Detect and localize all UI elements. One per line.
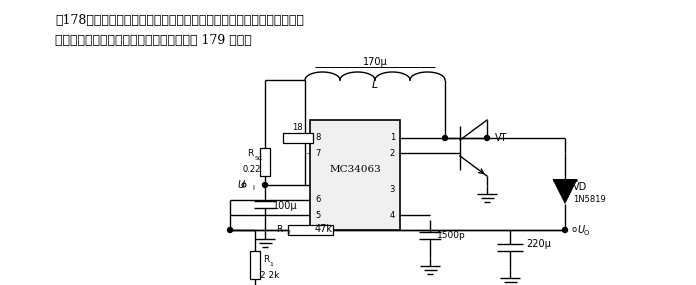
Text: 1N5819: 1N5819 xyxy=(573,195,606,204)
Text: R: R xyxy=(263,255,269,264)
Text: L: L xyxy=(372,80,378,90)
Text: U: U xyxy=(577,225,584,235)
Circle shape xyxy=(228,227,232,233)
Text: U: U xyxy=(238,180,245,190)
Text: I: I xyxy=(252,185,254,191)
Text: 100μ: 100μ xyxy=(273,201,298,211)
Polygon shape xyxy=(553,180,577,203)
Text: 时，则可通过外接晶体管来实现，电路如图 179 所示。: 时，则可通过外接晶体管来实现，电路如图 179 所示。 xyxy=(55,34,252,47)
Text: VD: VD xyxy=(573,182,587,192)
Text: 1: 1 xyxy=(269,262,273,266)
Text: MC34063: MC34063 xyxy=(329,166,381,174)
Text: 4: 4 xyxy=(390,211,395,219)
Text: 6: 6 xyxy=(315,196,320,205)
Text: R: R xyxy=(276,225,283,233)
Text: O: O xyxy=(584,230,590,236)
Text: 18: 18 xyxy=(292,123,303,133)
Bar xyxy=(287,225,333,235)
Text: 8: 8 xyxy=(315,133,320,142)
Text: 3: 3 xyxy=(390,186,395,194)
Text: SC: SC xyxy=(255,156,263,162)
Text: 220μ: 220μ xyxy=(526,239,551,249)
Text: 图178所示电路的输出电压虽高，但输出电流却很小。当需要输出大电流: 图178所示电路的输出电压虽高，但输出电流却很小。当需要输出大电流 xyxy=(55,14,304,27)
Bar xyxy=(310,120,400,230)
Text: 2 2k: 2 2k xyxy=(260,270,279,280)
Bar xyxy=(283,133,313,143)
Text: 170μ: 170μ xyxy=(363,57,388,67)
Bar xyxy=(250,251,260,279)
Text: 2: 2 xyxy=(390,148,395,158)
Circle shape xyxy=(484,135,489,141)
Text: 47k: 47k xyxy=(315,224,333,234)
Circle shape xyxy=(443,135,448,141)
Text: 1: 1 xyxy=(390,133,395,142)
Bar xyxy=(260,148,270,176)
Text: 0.22: 0.22 xyxy=(243,166,261,174)
Circle shape xyxy=(262,182,267,188)
Text: 1500p: 1500p xyxy=(437,231,466,241)
Text: R: R xyxy=(247,150,253,158)
Text: 2: 2 xyxy=(287,231,290,235)
Text: 5: 5 xyxy=(315,211,320,219)
Circle shape xyxy=(562,227,567,233)
Text: o: o xyxy=(571,225,576,235)
Text: 7: 7 xyxy=(315,148,320,158)
Text: VT: VT xyxy=(495,133,507,143)
